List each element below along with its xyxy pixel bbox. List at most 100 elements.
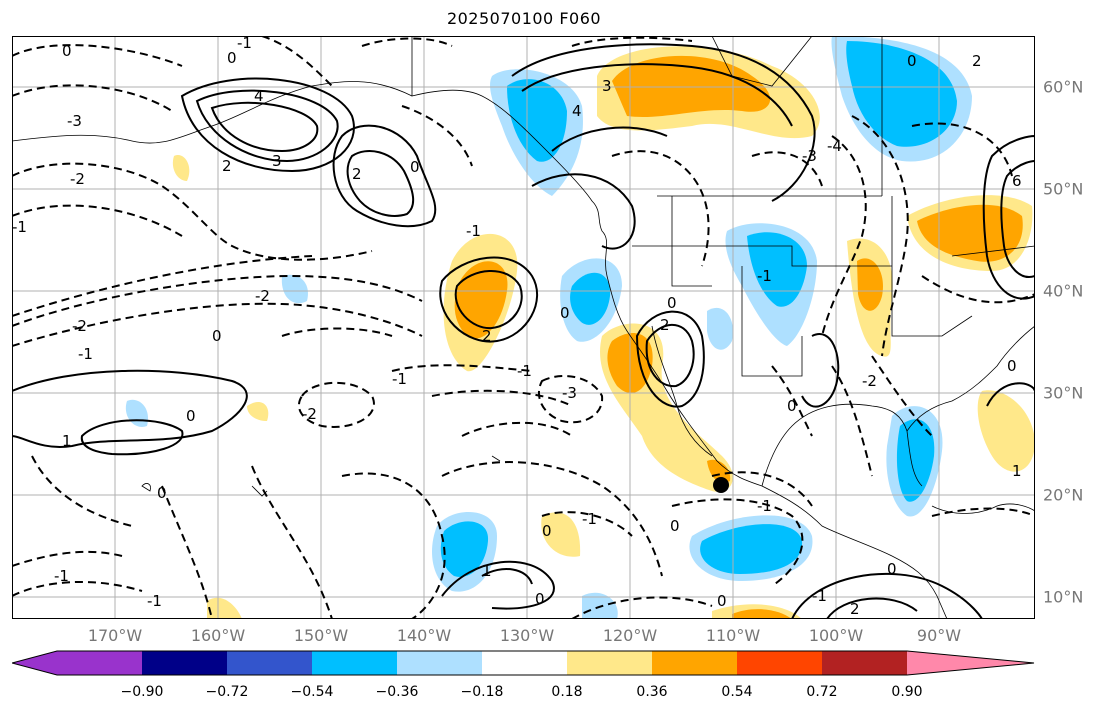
contour-label: 1 [1012,462,1022,480]
negative-shading [846,41,957,147]
contour-label: 3 [602,77,612,95]
contour-label: -2 [72,317,87,335]
lon-label: 90°W [916,626,962,645]
contour-label: -2 [302,405,317,423]
positive-shading [172,155,190,181]
contour-label: 2 [352,165,362,183]
map-title: 2025070100 F060 [446,9,602,28]
contour-label: 0 [667,294,677,312]
colorbar-segment [652,651,737,675]
contour-label: 0 [227,49,237,67]
lon-label: 160°W [190,626,246,645]
contour-label: 0 [62,42,72,60]
contour-label: 4 [572,102,582,120]
contour-label: 1 [482,562,492,580]
map-panel: 0 -1 0 4 3 2 2 0 -3 -2 -1 -2 -1 0 -2 -1 … [12,36,1035,619]
colorbar-segment [12,651,57,675]
colorbar-tick: 0.72 [806,684,838,700]
positive-shading [207,597,242,619]
colorbar-tick: 0.54 [721,684,753,700]
contour-label: -1 [517,362,532,380]
contour-label: -1 [757,497,772,515]
contour-label: 0 [410,158,420,176]
contour-label: -3 [67,112,82,130]
contour-label: 0 [157,484,167,502]
colorbar-tick: −0.36 [375,684,419,700]
contour-label: 2 [850,600,860,618]
colorbar-tick: −0.54 [290,684,334,700]
contour-label: 2 [972,52,982,70]
contour-label: 3 [272,152,282,170]
contour-label: 2 [482,327,492,345]
contour-label: 2 [660,316,670,334]
contour-label: 0 [535,590,545,608]
negative-contours [12,36,1035,619]
negative-shading [440,521,489,577]
positive-contours [12,43,1035,619]
colorbar-segment [907,651,1034,675]
colorbar-tick: 0.90 [891,684,923,700]
lon-label: 110°W [705,626,761,645]
colorbar-tick: 0.18 [551,684,583,700]
positive-shading [917,204,1023,262]
contour-label: -1 [78,345,93,363]
storm-center-dot [713,477,729,493]
colorbar-tick: −0.90 [120,684,164,700]
contour-label: 4 [254,87,264,105]
contour-label: -1 [757,267,772,285]
contour-label: -1 [582,510,597,528]
coastlines [12,36,1035,619]
contour-label: -1 [147,592,162,610]
contour-label: 0 [542,522,552,540]
positive-shading [707,459,731,483]
contour-label: 0 [887,560,897,578]
contour-label: -3 [562,384,577,402]
contour-label: 0 [907,52,917,70]
colorbar-segment [397,651,482,675]
contour-label: -2 [862,372,877,390]
contour-label: -1 [54,567,69,585]
contour-label: 0 [670,517,680,535]
positive-shading [612,55,771,118]
colorbar-tick: −0.18 [460,684,504,700]
contour-label: 0 [787,397,797,415]
positive-shading [541,512,581,557]
lon-label: 150°W [293,626,349,645]
lat-label: 10°N [1043,587,1084,607]
contour-label: 0 [1007,357,1017,375]
lat-label: 40°N [1043,281,1084,301]
colorbar-segment [567,651,652,675]
colorbar-segment [482,651,567,675]
contour-label: 2 [222,157,232,175]
contour-labels: 0 -1 0 4 3 2 2 0 -3 -2 -1 -2 -1 0 -2 -1 … [12,36,1022,618]
colorbar-segment [737,651,822,675]
lon-label: 120°W [602,626,658,645]
lat-label: 50°N [1043,179,1084,199]
lat-label: 30°N [1043,383,1084,403]
contour-label: -2 [255,287,270,305]
negative-shading [507,79,567,162]
colorbar-tick: −0.72 [205,684,249,700]
contour-label: -1 [466,222,481,240]
colorbar-segment [822,651,907,675]
colorbar-segment [312,651,397,675]
lon-label: 140°W [396,626,452,645]
negative-shading [707,307,733,350]
negative-shading [570,272,611,325]
positive-shading [247,401,269,421]
negative-shading [700,524,803,574]
colorbar [12,650,1035,676]
colorbar-segment [142,651,227,675]
lat-label: 60°N [1043,77,1084,97]
contour-label: -2 [70,170,85,188]
positive-shading [977,390,1035,472]
colorbar-segment [57,651,142,675]
contour-label: 0 [186,407,196,425]
contour-label: -1 [392,370,407,388]
lat-label: 20°N [1043,485,1084,505]
contour-label: 0 [212,327,222,345]
contour-label: 0 [560,304,570,322]
negative-shading [896,419,935,502]
colorbar-tick: 0.36 [636,684,668,700]
colorbar-segment [227,651,312,675]
